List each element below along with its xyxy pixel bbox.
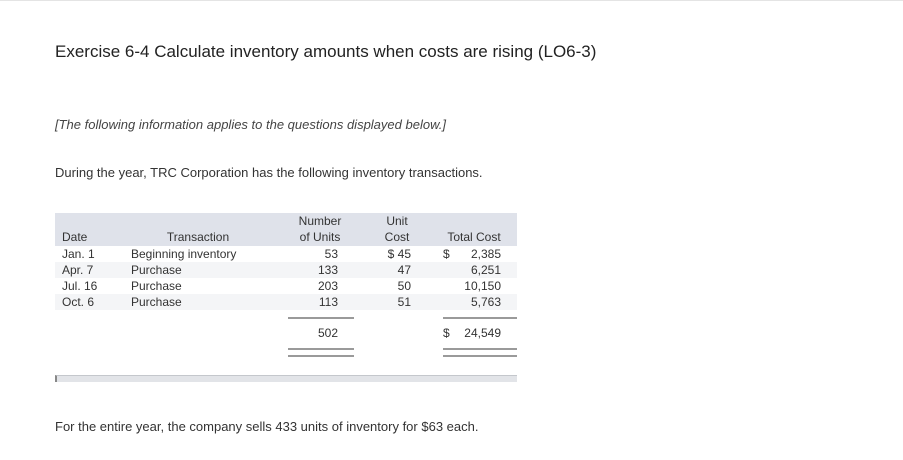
table-cell: 51 — [397, 295, 411, 309]
closing: For the entire year, the company sells 4… — [55, 419, 479, 434]
table-cell: $ — [443, 247, 450, 261]
row-background — [55, 246, 517, 262]
scroll-bar — [55, 375, 517, 382]
table-cell: 5,763 — [470, 295, 501, 309]
table-cell: 2,385 — [470, 247, 501, 261]
inventory-table: Date Transaction Number of Units Unit Cost Tot… — [55, 213, 517, 383]
header-cell: Date — [62, 230, 88, 244]
table-cell: Beginning inventory — [131, 247, 237, 261]
row-background — [55, 262, 517, 278]
table-cell: Jul. 16 — [62, 279, 98, 293]
table-cell: 6,251 — [470, 263, 501, 277]
header-cell: of Units — [299, 230, 341, 244]
table-cell: Apr. 7 — [62, 263, 94, 277]
header-cell: Unit — [386, 214, 408, 228]
table-cell: 113 — [318, 295, 338, 309]
double-rule — [443, 348, 517, 350]
title: Exercise 6-4 Calculate inventory amounts… — [55, 42, 597, 61]
table-cell: 133 — [317, 263, 338, 277]
note: [The following information applies to th… — [55, 117, 446, 132]
rule — [288, 317, 354, 319]
table-cell: 10,150 — [464, 279, 501, 293]
rule — [443, 317, 517, 319]
table-cell: Jan. 1 — [62, 247, 95, 261]
table-cell: Purchase — [131, 279, 182, 293]
double-rule — [443, 355, 517, 357]
total-cell: 24,549 — [464, 326, 501, 340]
header-cell: Number — [298, 214, 342, 228]
intro: During the year, TRC Corporation has the… — [55, 165, 483, 180]
row-background — [55, 278, 517, 294]
table-cell: Oct. 6 — [62, 295, 95, 309]
header-cell: Transaction — [166, 230, 230, 244]
table-cell: 203 — [317, 279, 338, 293]
table-cell: 50 — [397, 279, 411, 293]
double-rule — [288, 355, 354, 357]
double-rule — [288, 348, 354, 350]
header-cell: Total Cost — [447, 230, 501, 244]
table-cell: 47 — [397, 263, 411, 277]
table-cell: $ 45 — [387, 247, 411, 261]
total-cell: $ — [443, 326, 450, 340]
table-cell: 53 — [324, 247, 338, 261]
table-cell: Purchase — [131, 295, 182, 309]
row-background — [55, 294, 517, 310]
table-cell: Purchase — [131, 263, 182, 277]
header-cell: Cost — [384, 230, 410, 244]
total-cell: 502 — [317, 326, 338, 340]
table-header — [55, 213, 517, 246]
